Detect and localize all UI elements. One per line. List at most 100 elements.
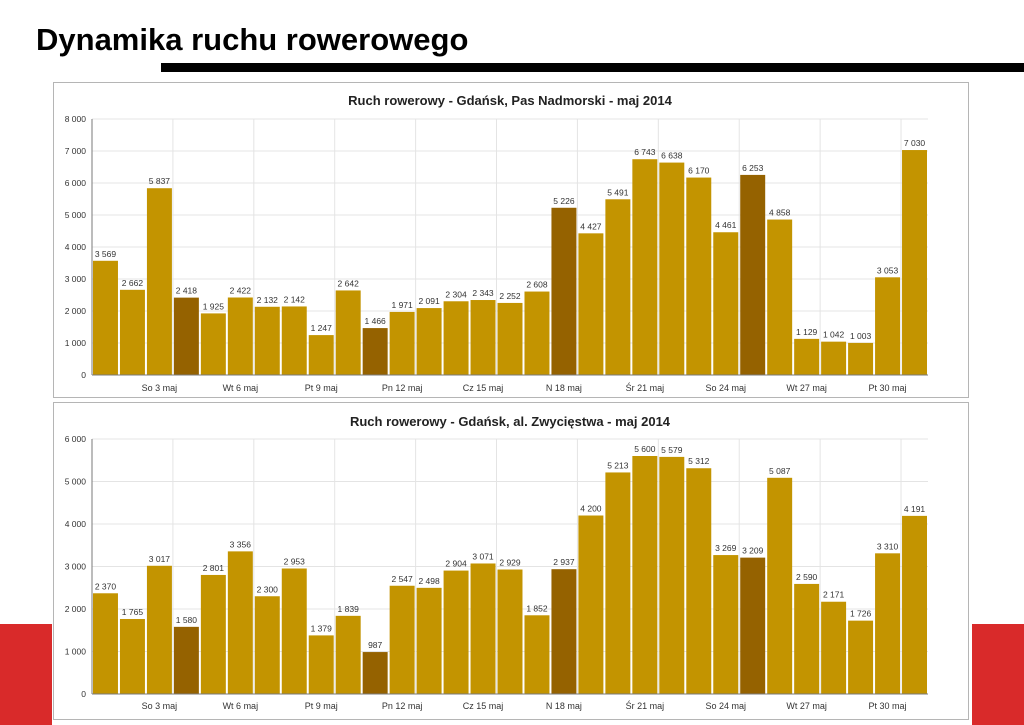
data-label: 5 491: [607, 187, 629, 197]
data-label: 4 427: [580, 221, 602, 231]
data-label: 1 852: [526, 603, 548, 613]
data-label: 2 300: [257, 584, 279, 594]
y-tick-label: 0: [81, 370, 86, 380]
bar: [875, 277, 901, 375]
chart-panel-pas-nadmorski: Ruch rowerowy - Gdańsk, Pas Nadmorski - …: [53, 82, 969, 398]
bar: [119, 618, 145, 694]
data-label: 1 765: [122, 607, 144, 617]
y-tick-label: 4 000: [65, 519, 87, 529]
chart-panel-al-zwyciestwa: Ruch rowerowy - Gdańsk, al. Zwycięstwa -…: [53, 402, 969, 720]
bar: [173, 626, 199, 694]
bar: [93, 260, 118, 375]
chart-title: Ruch rowerowy - Gdańsk, al. Zwycięstwa -…: [350, 414, 671, 429]
x-tick-label: Wt 6 maj: [223, 701, 259, 711]
bar: [686, 177, 712, 375]
bar: [848, 620, 874, 694]
data-label: 2 937: [553, 557, 575, 567]
bar: [659, 162, 685, 375]
bar: [119, 289, 145, 375]
x-tick-label: So 3 maj: [142, 383, 178, 393]
bar: [551, 569, 577, 694]
y-tick-label: 2 000: [65, 306, 87, 316]
bar: [632, 456, 658, 694]
bar: [389, 585, 415, 694]
y-tick-label: 6 000: [65, 178, 87, 188]
data-label: 5 087: [769, 466, 791, 476]
bar: [686, 468, 712, 694]
bar: [389, 311, 415, 375]
bar: [524, 291, 550, 375]
bar: [308, 335, 334, 375]
data-label: 1 580: [176, 615, 198, 625]
title-underline: [161, 63, 1024, 72]
bar: [632, 159, 658, 375]
bar: [740, 174, 766, 375]
bar: [362, 652, 388, 694]
data-label: 5 579: [661, 445, 683, 455]
data-label: 2 608: [526, 280, 548, 290]
grid-lines: [92, 118, 928, 376]
x-tick-label: Wt 27 maj: [786, 383, 827, 393]
data-label: 2 547: [391, 574, 413, 584]
data-label: 1 971: [391, 300, 413, 310]
bar: [200, 313, 226, 375]
decorative-red-band-right: [972, 624, 1024, 725]
bar: [497, 302, 523, 375]
data-label: 5 837: [149, 176, 171, 186]
bar: [362, 328, 388, 375]
bar: [821, 341, 847, 375]
page-title: Dynamika ruchu rowerowego: [36, 22, 469, 57]
bar: [848, 342, 874, 375]
data-label: 2 590: [796, 572, 818, 582]
bar: [200, 574, 226, 694]
bar: [470, 300, 496, 375]
x-tick-label: Pt 9 maj: [305, 383, 338, 393]
bar-chart-al-zwyciestwa: Ruch rowerowy - Gdańsk, al. Zwycięstwa -…: [65, 414, 928, 711]
data-label: 2 252: [499, 291, 521, 301]
data-label: 987: [368, 640, 382, 650]
y-tick-label: 3 000: [65, 562, 87, 572]
bar: [443, 301, 469, 375]
bar: [146, 565, 172, 694]
data-label: 2 142: [284, 294, 306, 304]
bar: [254, 596, 280, 694]
x-tick-label: Pt 30 maj: [869, 383, 907, 393]
y-tick-label: 6 000: [65, 434, 87, 444]
bar: [93, 593, 118, 694]
bar: [713, 232, 739, 375]
x-tick-label: Cz 15 maj: [463, 701, 504, 711]
data-label: 3 071: [472, 551, 494, 561]
x-tick-label: Pn 12 maj: [382, 383, 423, 393]
x-tick-label: Pt 30 maj: [869, 701, 907, 711]
bar: [254, 306, 280, 375]
bar: [146, 188, 172, 375]
x-tick-label: Pn 12 maj: [382, 701, 423, 711]
y-tick-label: 1 000: [65, 647, 87, 657]
bar: [443, 570, 469, 694]
data-label: 3 569: [95, 249, 117, 259]
data-label: 1 726: [850, 609, 872, 619]
bar: [767, 477, 793, 694]
data-label: 6 638: [661, 151, 683, 161]
data-label: 3 269: [715, 543, 737, 553]
bar: [605, 472, 631, 694]
data-label: 4 858: [769, 208, 791, 218]
data-label: 1 003: [850, 331, 872, 341]
data-label: 1 839: [338, 604, 360, 614]
y-tick-label: 2 000: [65, 604, 87, 614]
x-tick-label: N 18 maj: [546, 383, 582, 393]
bar: [659, 456, 685, 694]
data-label: 1 925: [203, 301, 225, 311]
data-label: 1 379: [311, 623, 333, 633]
y-tick-label: 1 000: [65, 338, 87, 348]
data-label: 2 091: [418, 296, 440, 306]
bar: [578, 515, 604, 694]
data-label: 5 226: [553, 196, 575, 206]
data-label: 5 312: [688, 456, 710, 466]
x-tick-label: Śr 21 maj: [626, 700, 665, 711]
data-label: 4 200: [580, 504, 602, 514]
data-label: 3 053: [877, 265, 899, 275]
y-tick-label: 7 000: [65, 146, 87, 156]
bar: [470, 563, 496, 694]
bar: [902, 515, 927, 694]
